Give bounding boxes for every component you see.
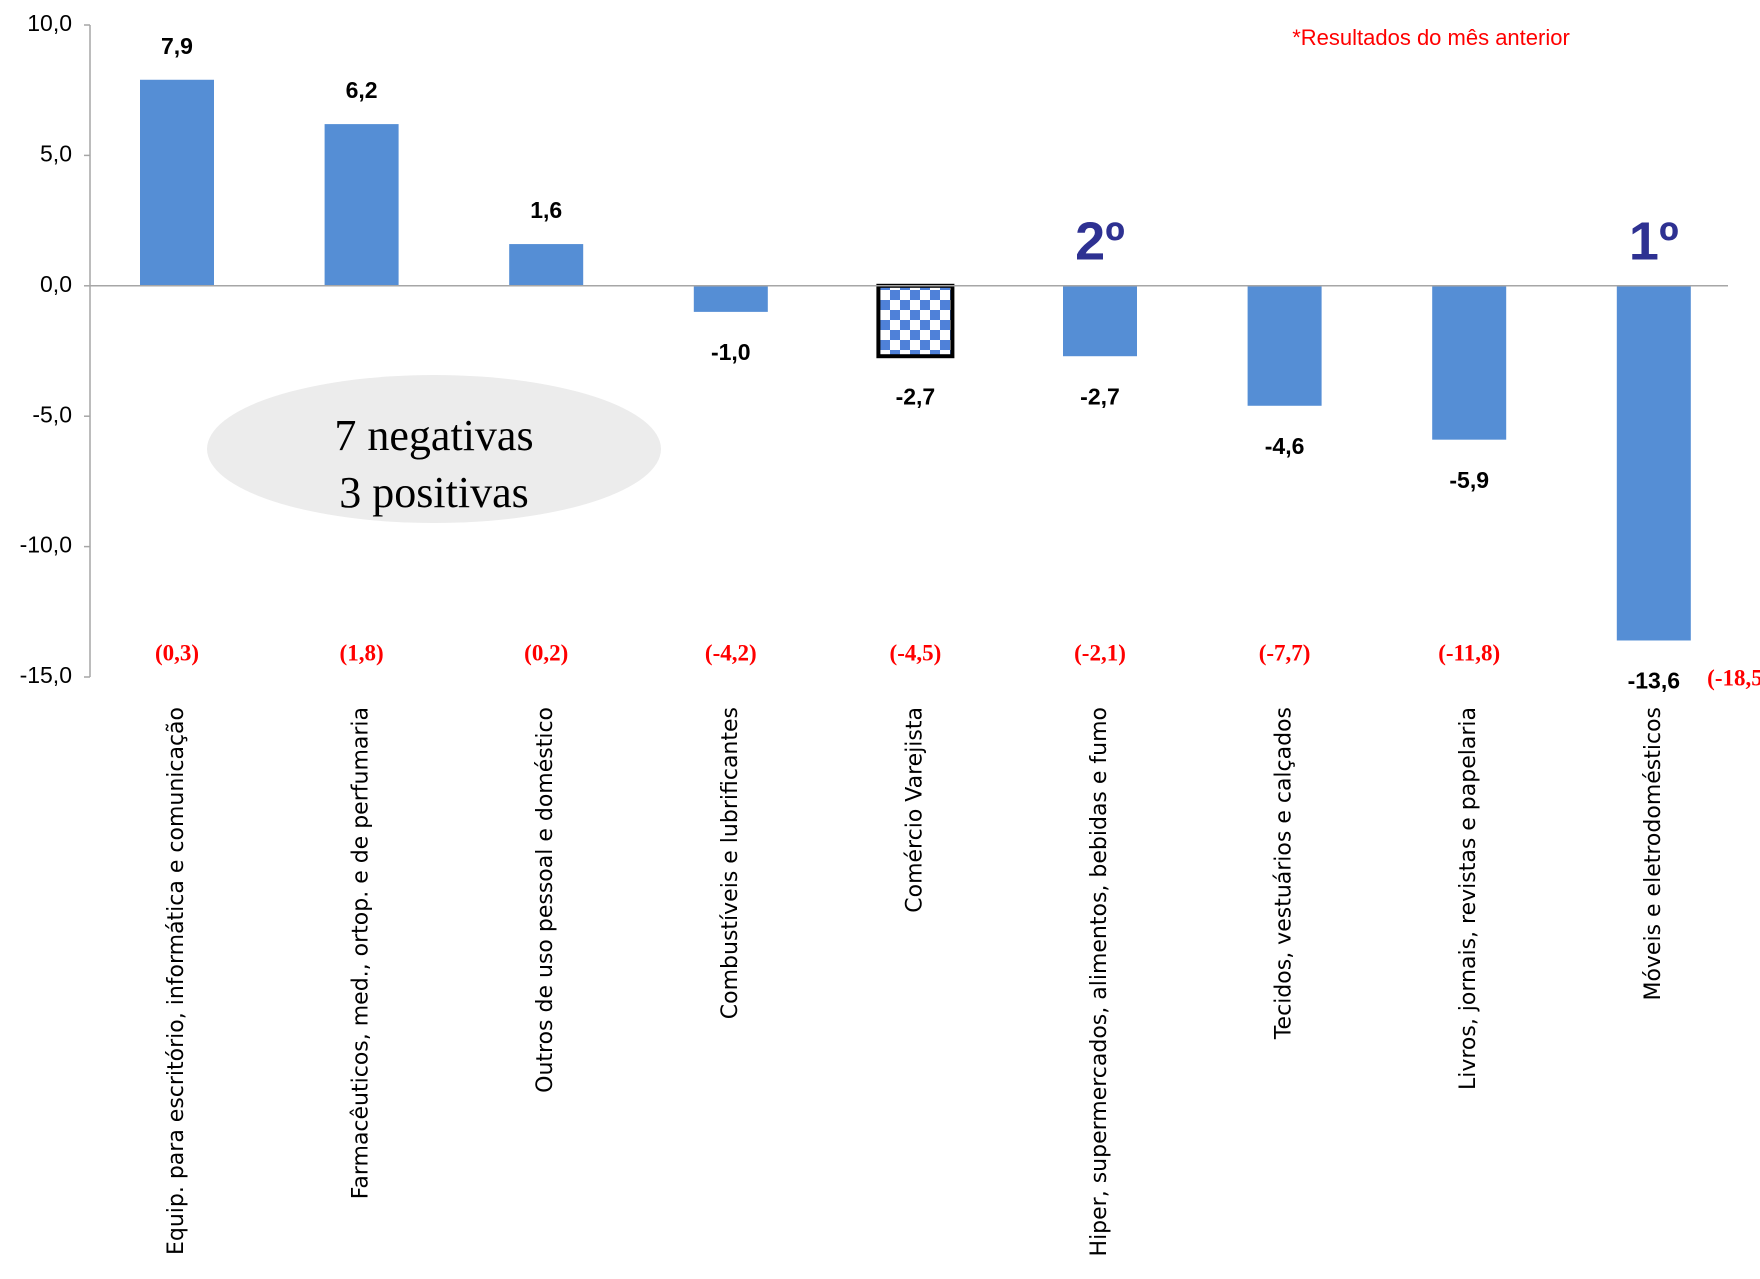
bar bbox=[1063, 285, 1137, 357]
y-tick-label: -5,0 bbox=[32, 401, 72, 427]
x-tick-label: Comércio Varejista bbox=[902, 707, 927, 913]
x-tick-label: Hiper, supermercados, alimentos, bebidas… bbox=[1087, 707, 1112, 1256]
previous-month-label: (-7,7) bbox=[1259, 640, 1311, 665]
x-tick-label-group: Móveis e eletrodomésticos bbox=[1641, 707, 1666, 1001]
x-tick-label-group: Outros de uso pessoal e doméstico bbox=[533, 707, 558, 1093]
note: *Resultados do mês anterior bbox=[1292, 25, 1570, 50]
previous-month-label: (0,3) bbox=[155, 640, 199, 665]
bar bbox=[876, 283, 955, 359]
previous-month-label: (-4,2) bbox=[705, 640, 757, 665]
previous-month-label: (1,8) bbox=[340, 640, 384, 665]
rank-annotation: 1º bbox=[1629, 211, 1679, 271]
value-label: -2,7 bbox=[1080, 383, 1120, 409]
y-tick-label: 5,0 bbox=[40, 140, 72, 166]
x-tick-label: Móveis e eletrodomésticos bbox=[1641, 707, 1666, 1001]
bar bbox=[509, 244, 584, 286]
value-label: -1,0 bbox=[711, 339, 751, 365]
y-tick-label: 0,0 bbox=[40, 271, 72, 297]
bar bbox=[1432, 285, 1507, 440]
bar bbox=[1247, 285, 1322, 406]
summary-text: 7 negativas bbox=[334, 411, 533, 460]
x-tick-label-group: Equip. para escritório, informática e co… bbox=[164, 707, 189, 1255]
value-label: -5,9 bbox=[1449, 467, 1489, 493]
y-tick-label: 10,0 bbox=[27, 10, 72, 36]
value-label: -4,6 bbox=[1265, 433, 1305, 459]
value-label: 7,9 bbox=[161, 33, 193, 59]
bar bbox=[1616, 285, 1691, 641]
previous-month-label: (0,2) bbox=[524, 640, 568, 665]
value-label: 6,2 bbox=[346, 77, 378, 103]
bar bbox=[140, 79, 214, 286]
x-tick-label: Tecidos, vestuários e calçados bbox=[1272, 707, 1297, 1040]
x-tick-label: Outros de uso pessoal e doméstico bbox=[533, 707, 558, 1093]
x-tick-label-group: Livros, jornais, revistas e papelaria bbox=[1456, 707, 1481, 1090]
x-tick-label-group: Tecidos, vestuários e calçados bbox=[1272, 707, 1297, 1040]
previous-month-label: (-18,5) bbox=[1707, 665, 1760, 690]
previous-month-label: (-2,1) bbox=[1074, 640, 1126, 665]
bar bbox=[324, 124, 399, 286]
previous-month-label: (-4,5) bbox=[890, 640, 942, 665]
value-label: -2,7 bbox=[896, 383, 936, 409]
summary-bubble bbox=[207, 375, 661, 523]
value-label: -13,6 bbox=[1628, 668, 1680, 694]
previous-month-label: (-11,8) bbox=[1438, 640, 1500, 665]
x-tick-label-group: Comércio Varejista bbox=[902, 707, 927, 913]
bar bbox=[693, 285, 768, 312]
x-tick-label-group: Combustíveis e lubrificantes bbox=[718, 707, 743, 1019]
x-tick-label: Farmacêuticos, med., ortop. e de perfuma… bbox=[349, 707, 374, 1199]
x-tick-label: Combustíveis e lubrificantes bbox=[718, 707, 743, 1019]
x-tick-label: Livros, jornais, revistas e papelaria bbox=[1456, 707, 1481, 1090]
x-tick-label-group: Hiper, supermercados, alimentos, bebidas… bbox=[1087, 707, 1112, 1256]
x-tick-label-group: Farmacêuticos, med., ortop. e de perfuma… bbox=[349, 707, 374, 1199]
y-tick-label: -10,0 bbox=[20, 532, 72, 558]
value-label: 1,6 bbox=[530, 197, 562, 223]
summary-text: 3 positivas bbox=[339, 468, 528, 517]
y-tick-label: -15,0 bbox=[20, 662, 72, 688]
rank-annotation: 2º bbox=[1075, 211, 1125, 271]
x-tick-label: Equip. para escritório, informática e co… bbox=[164, 707, 189, 1255]
